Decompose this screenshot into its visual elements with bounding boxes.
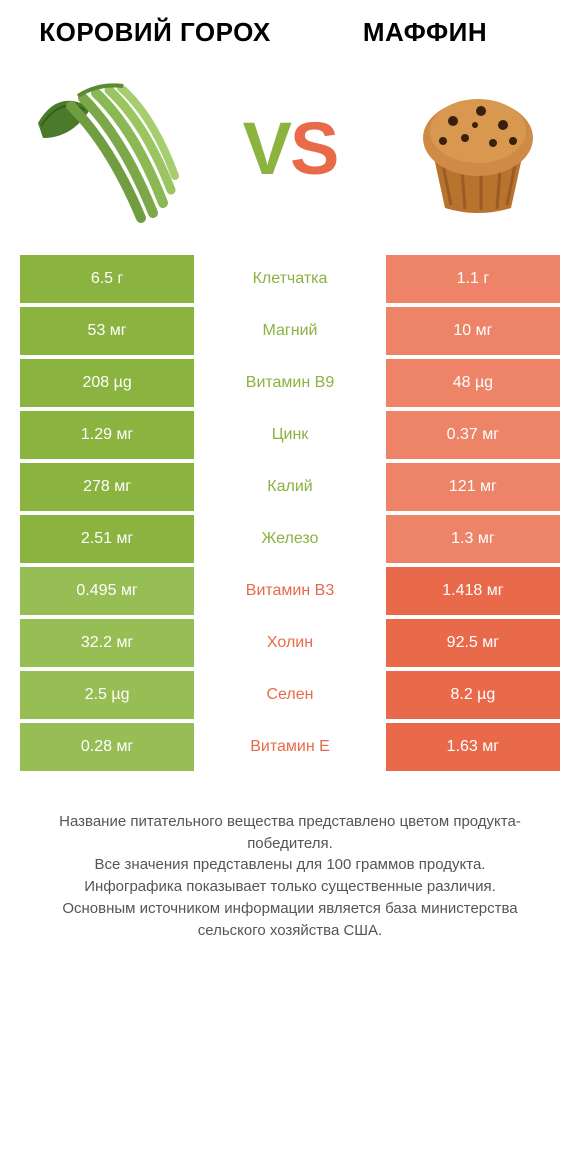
comparison-table: 6.5 гКлетчатка1.1 г53 мгМагний10 мг208 µ… — [20, 255, 560, 771]
footer-line-1: Название питательного вещества представл… — [30, 811, 550, 855]
table-row: 0.495 мгВитамин B31.418 мг — [20, 567, 560, 615]
left-value: 53 мг — [20, 307, 194, 355]
left-value: 2.5 µg — [20, 671, 194, 719]
table-row: 2.5 µgСелен8.2 µg — [20, 671, 560, 719]
table-row: 1.29 мгЦинк0.37 мг — [20, 411, 560, 459]
footer-line-3: Инфографика показывает только существенн… — [30, 876, 550, 898]
right-value: 1.63 мг — [386, 723, 560, 771]
left-title-col: КОРОВИЙ ГОРОХ — [20, 18, 290, 48]
right-title: МАФФИН — [290, 18, 560, 48]
header: КОРОВИЙ ГОРОХ МАФФИН — [20, 0, 560, 52]
nutrient-label: Клетчатка — [194, 255, 386, 303]
left-value: 278 мг — [20, 463, 194, 511]
left-title: КОРОВИЙ ГОРОХ — [20, 18, 290, 48]
right-value: 10 мг — [386, 307, 560, 355]
right-value: 121 мг — [386, 463, 560, 511]
right-value: 1.3 мг — [386, 515, 560, 563]
vs-s: S — [290, 106, 337, 191]
table-row: 278 мгКалий121 мг — [20, 463, 560, 511]
right-title-col: МАФФИН — [290, 18, 560, 48]
right-value: 92.5 мг — [386, 619, 560, 667]
cowpea-image — [20, 66, 185, 231]
nutrient-label: Цинк — [194, 411, 386, 459]
table-row: 32.2 мгХолин92.5 мг — [20, 619, 560, 667]
nutrient-label: Витамин B3 — [194, 567, 386, 615]
right-value: 48 µg — [386, 359, 560, 407]
table-row: 0.28 мгВитамин E1.63 мг — [20, 723, 560, 771]
vs-label: VS — [243, 106, 338, 191]
table-row: 2.51 мгЖелезо1.3 мг — [20, 515, 560, 563]
left-value: 6.5 г — [20, 255, 194, 303]
right-value: 1.418 мг — [386, 567, 560, 615]
nutrient-label: Витамин E — [194, 723, 386, 771]
vs-v: V — [243, 106, 290, 191]
nutrient-label: Витамин B9 — [194, 359, 386, 407]
table-row: 53 мгМагний10 мг — [20, 307, 560, 355]
nutrient-label: Железо — [194, 515, 386, 563]
footer-line-2: Все значения представлены для 100 граммо… — [30, 854, 550, 876]
left-value: 1.29 мг — [20, 411, 194, 459]
left-value: 2.51 мг — [20, 515, 194, 563]
table-row: 208 µgВитамин B948 µg — [20, 359, 560, 407]
left-value: 208 µg — [20, 359, 194, 407]
muffin-image — [395, 66, 560, 231]
nutrient-label: Холин — [194, 619, 386, 667]
nutrient-label: Селен — [194, 671, 386, 719]
right-value: 0.37 мг — [386, 411, 560, 459]
table-row: 6.5 гКлетчатка1.1 г — [20, 255, 560, 303]
footer-line-4: Основным источником информации является … — [30, 898, 550, 942]
images-row: VS — [20, 52, 560, 255]
footer: Название питательного вещества представл… — [20, 771, 560, 970]
left-value: 0.495 мг — [20, 567, 194, 615]
nutrient-label: Калий — [194, 463, 386, 511]
left-value: 32.2 мг — [20, 619, 194, 667]
nutrient-label: Магний — [194, 307, 386, 355]
right-value: 8.2 µg — [386, 671, 560, 719]
right-value: 1.1 г — [386, 255, 560, 303]
left-value: 0.28 мг — [20, 723, 194, 771]
